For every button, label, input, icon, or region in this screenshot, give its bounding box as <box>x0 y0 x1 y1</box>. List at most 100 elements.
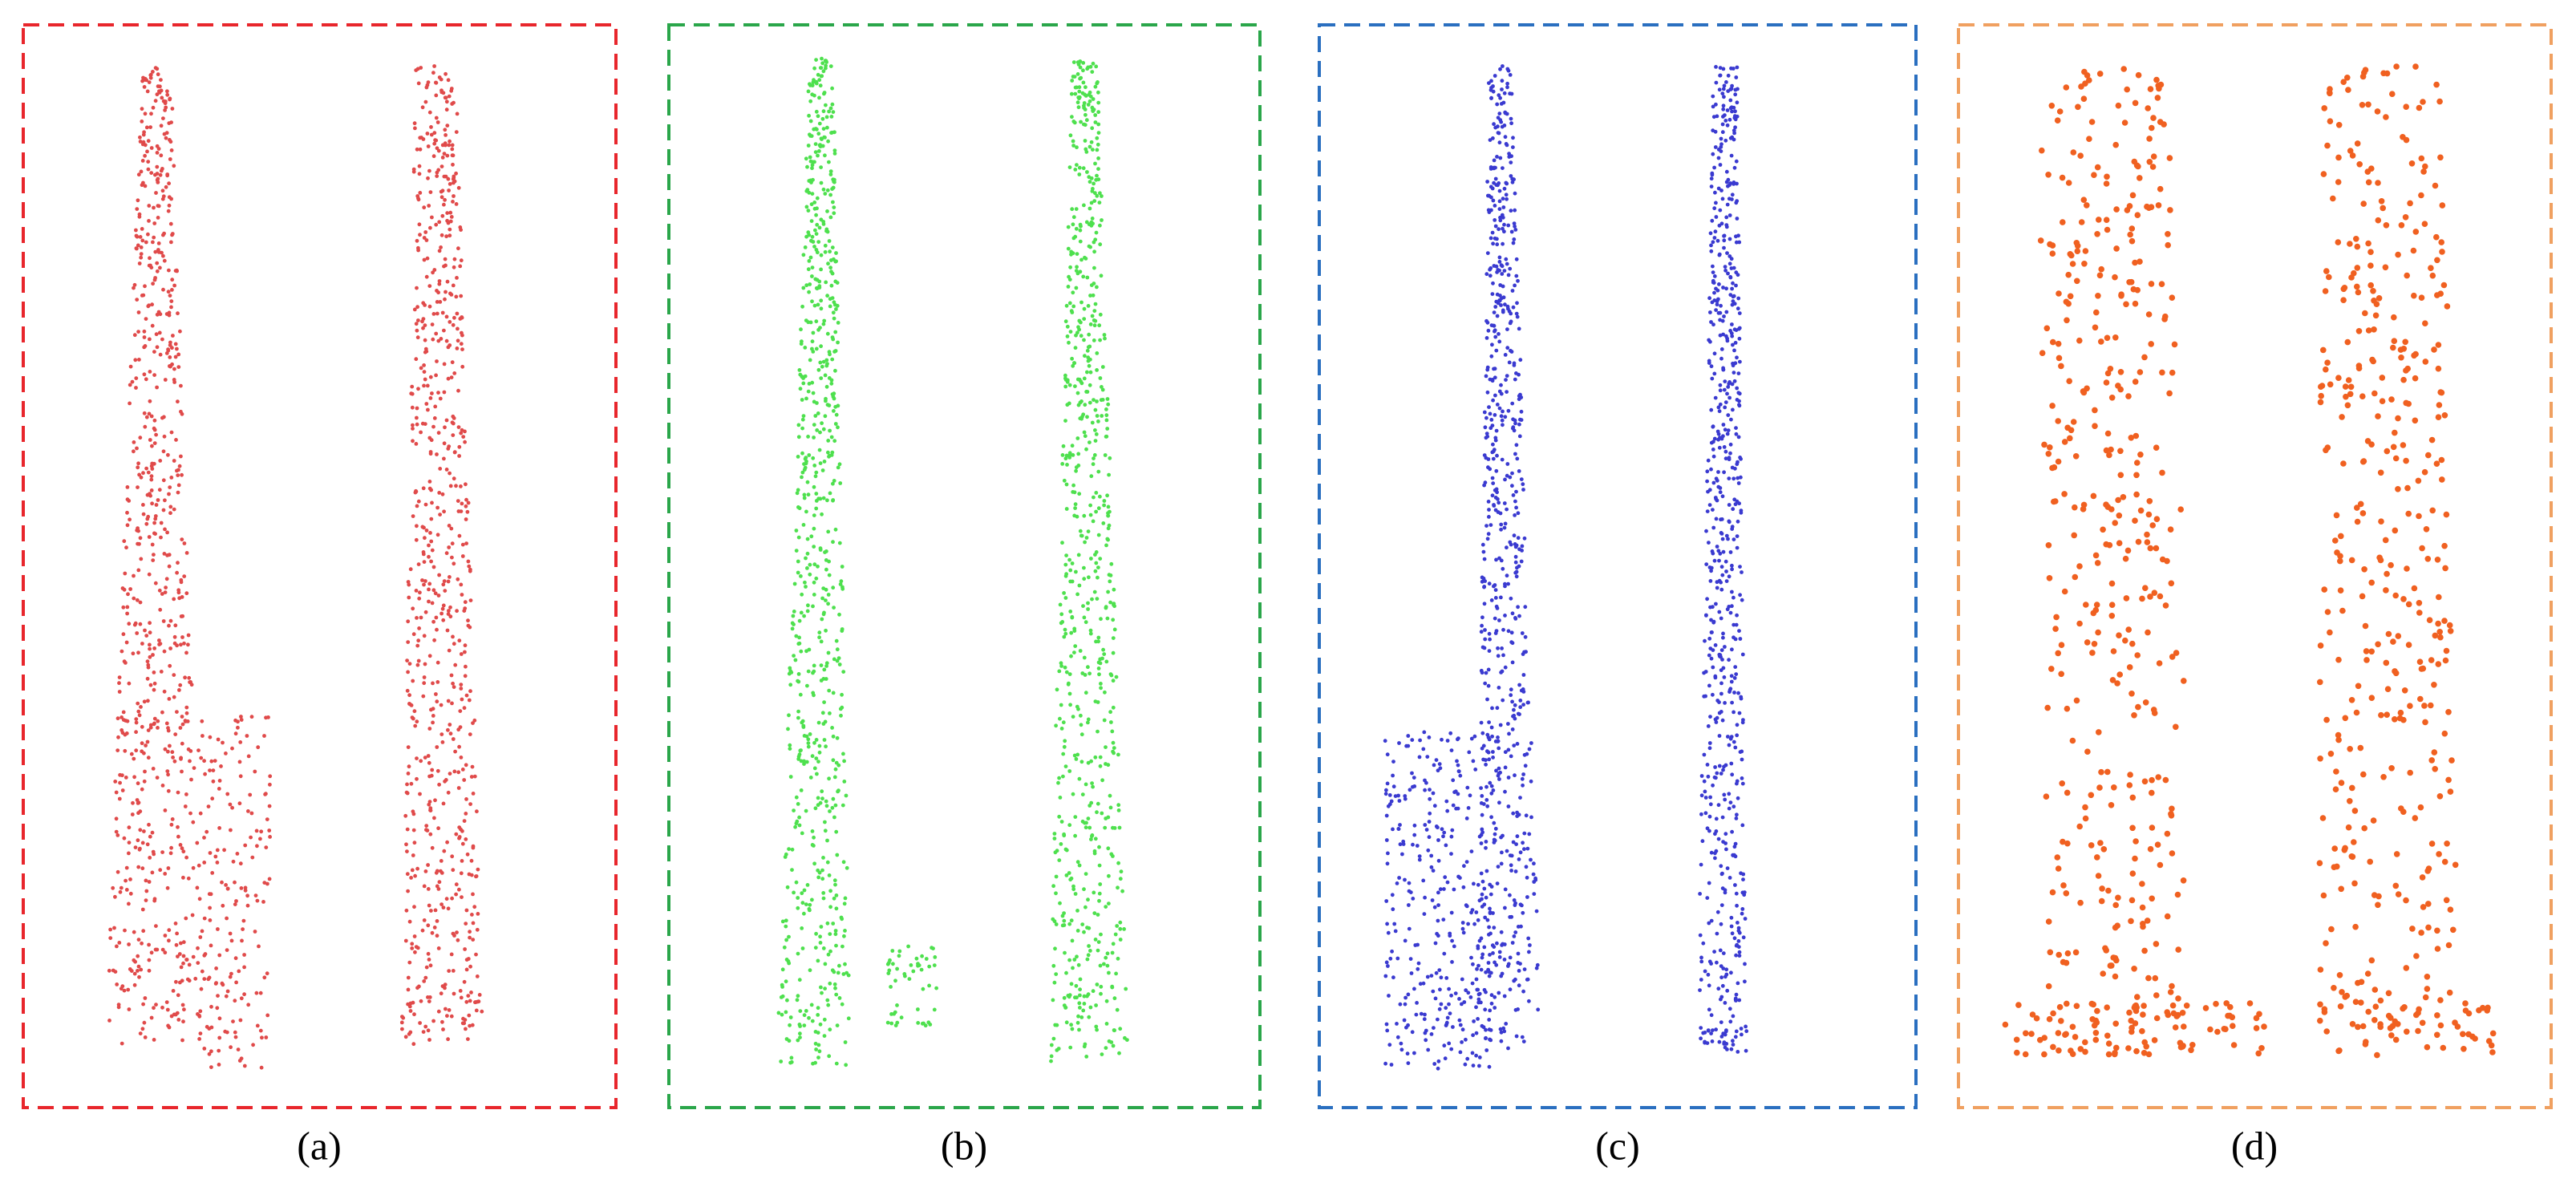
point <box>1067 871 1071 875</box>
point <box>1506 273 1511 278</box>
point <box>1514 505 1518 510</box>
point <box>176 954 180 958</box>
point <box>1493 995 1497 999</box>
point <box>799 327 803 332</box>
point <box>435 505 439 510</box>
point <box>1728 442 1733 447</box>
point <box>2122 555 2129 562</box>
point <box>1719 136 1723 141</box>
point <box>1727 876 1732 880</box>
point <box>1088 825 1092 830</box>
point <box>463 429 467 434</box>
point <box>1075 265 1079 269</box>
point <box>1393 929 1398 934</box>
point <box>1075 592 1079 597</box>
point <box>1096 575 1100 580</box>
point <box>1513 901 1517 905</box>
point <box>422 681 427 686</box>
point <box>1728 106 1733 111</box>
point <box>1082 615 1087 620</box>
point <box>152 235 156 240</box>
point <box>813 228 817 233</box>
point <box>158 84 162 89</box>
point <box>2108 962 2115 969</box>
point <box>1508 475 1513 480</box>
point <box>2081 261 2088 267</box>
point <box>2108 506 2115 512</box>
point <box>1521 989 1525 994</box>
point <box>1502 1029 1507 1034</box>
point <box>167 564 172 569</box>
point <box>813 1041 818 1046</box>
point <box>163 950 168 955</box>
point <box>436 290 440 295</box>
point <box>1068 330 1073 334</box>
point <box>1740 1032 1744 1037</box>
point <box>136 198 140 203</box>
point <box>829 258 833 262</box>
point <box>1098 494 1102 499</box>
point <box>136 954 140 958</box>
point <box>410 391 415 396</box>
point <box>834 943 838 948</box>
point <box>456 499 460 503</box>
point <box>1483 681 1488 686</box>
point <box>460 895 464 899</box>
point <box>268 782 272 787</box>
point <box>1727 574 1732 579</box>
point <box>1703 811 1708 816</box>
point <box>2076 337 2083 344</box>
point <box>1489 725 1494 730</box>
point <box>1509 853 1514 858</box>
point <box>175 931 180 936</box>
point <box>1732 379 1737 383</box>
point <box>800 451 804 456</box>
point <box>115 944 119 949</box>
point <box>1494 962 1499 967</box>
point <box>2069 1023 2076 1031</box>
point <box>176 365 181 369</box>
point <box>1398 823 1402 827</box>
point <box>820 711 825 715</box>
point <box>2169 850 2176 857</box>
point <box>254 991 259 995</box>
point <box>1450 960 1454 964</box>
point <box>200 734 205 738</box>
point <box>151 558 156 562</box>
point <box>1508 91 1512 96</box>
point <box>1465 1056 1470 1061</box>
point <box>1080 792 1085 796</box>
point <box>1724 169 1729 174</box>
point <box>1723 400 1728 404</box>
point <box>132 622 137 627</box>
point <box>422 370 427 374</box>
point <box>140 749 144 754</box>
point <box>445 628 450 633</box>
point <box>172 759 177 764</box>
point <box>137 472 142 477</box>
point <box>2180 877 2187 884</box>
point <box>152 681 157 686</box>
point <box>1732 302 1737 306</box>
point <box>460 841 465 846</box>
point <box>1092 249 1096 254</box>
point <box>426 995 430 999</box>
point <box>1464 1037 1468 1042</box>
point <box>2128 435 2135 441</box>
point <box>1723 449 1728 454</box>
point <box>1061 774 1065 779</box>
point <box>147 411 152 416</box>
point <box>2173 723 2179 731</box>
point <box>1423 1031 1428 1035</box>
point <box>157 588 162 593</box>
point <box>1067 823 1072 828</box>
point <box>2125 626 2132 633</box>
point <box>208 905 212 910</box>
point <box>830 450 835 455</box>
point <box>798 1035 802 1039</box>
point <box>832 396 836 401</box>
point <box>1452 944 1456 949</box>
point <box>1508 266 1513 271</box>
point <box>1521 772 1525 776</box>
point <box>435 919 439 923</box>
